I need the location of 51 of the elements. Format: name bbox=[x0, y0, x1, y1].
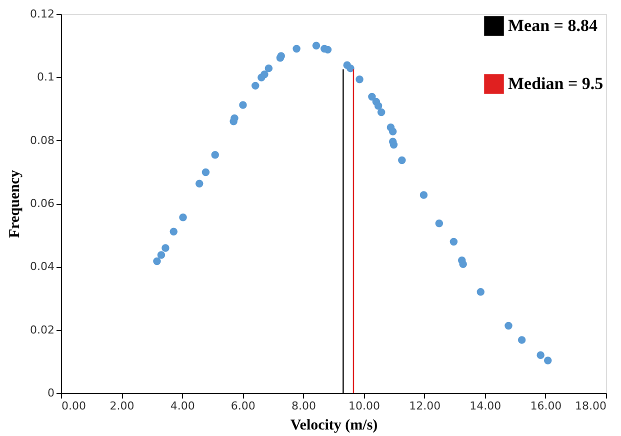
point bbox=[239, 101, 247, 109]
x-tick-label: 14.00 bbox=[470, 400, 502, 412]
point bbox=[162, 244, 170, 252]
y-tick-label: 0.12 bbox=[30, 8, 54, 20]
y-tick-label: 0.02 bbox=[30, 323, 54, 336]
point bbox=[157, 251, 166, 259]
point bbox=[536, 351, 544, 359]
y-tick-label: 0.1 bbox=[37, 70, 54, 84]
point bbox=[202, 168, 210, 176]
x-tick-label: 16.00 bbox=[530, 400, 562, 412]
x-tick-label: 6.00 bbox=[230, 400, 256, 412]
y-tick-label: 0.06 bbox=[30, 197, 54, 210]
y-tick-label: 0 bbox=[48, 386, 54, 400]
point bbox=[312, 42, 320, 50]
y-tick-label: 0.04 bbox=[30, 260, 54, 274]
y-tick-label: 0.08 bbox=[30, 134, 54, 147]
point bbox=[264, 64, 273, 72]
point bbox=[459, 260, 467, 268]
x-tick-label: 10.00 bbox=[348, 400, 380, 412]
point bbox=[388, 128, 397, 136]
legend-label: Median = 9.5 bbox=[508, 74, 604, 93]
x-tick-label: 12.00 bbox=[409, 400, 441, 412]
point bbox=[252, 82, 260, 90]
point bbox=[450, 238, 458, 246]
point bbox=[377, 108, 386, 116]
point bbox=[518, 336, 526, 344]
x-tick-label: 4.00 bbox=[170, 400, 195, 412]
point bbox=[195, 180, 204, 188]
x-tick-label: 8.00 bbox=[291, 400, 316, 412]
y-axis-title: Frequency bbox=[7, 169, 24, 238]
legend-label: Mean = 8.84 bbox=[508, 16, 598, 35]
point bbox=[420, 191, 428, 199]
x-axis-title: Velocity (m/s) bbox=[290, 418, 378, 434]
point bbox=[260, 70, 268, 78]
point bbox=[153, 257, 161, 266]
point bbox=[544, 356, 552, 364]
point bbox=[435, 220, 444, 228]
point bbox=[346, 64, 354, 72]
point bbox=[292, 44, 300, 53]
x-tick-label: 2.00 bbox=[110, 400, 134, 412]
point bbox=[398, 156, 406, 164]
point bbox=[476, 288, 485, 296]
point bbox=[368, 92, 376, 101]
point bbox=[504, 322, 512, 330]
point bbox=[211, 150, 219, 159]
point bbox=[374, 102, 382, 110]
point bbox=[179, 214, 187, 222]
point bbox=[356, 76, 364, 84]
x-tick-label: 0.00 bbox=[62, 400, 86, 412]
x-tick-label: 18.00 bbox=[575, 400, 606, 412]
point bbox=[170, 228, 178, 236]
